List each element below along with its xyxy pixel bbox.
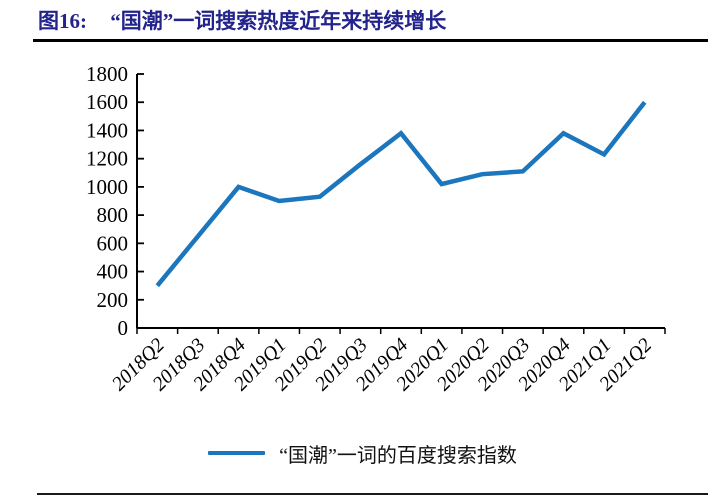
line-chart: 0200400600800100012001400160018002018Q22… (86, 62, 666, 395)
legend-line-swatch (208, 451, 266, 455)
y-axis-tick-label: 400 (97, 260, 129, 284)
y-axis-tick-label: 0 (118, 316, 129, 340)
y-axis-tick-label: 1400 (86, 118, 128, 142)
chart-legend: “国潮”一词的百度搜索指数 (0, 438, 725, 468)
y-axis-tick-label: 600 (97, 231, 129, 255)
legend-series-label: “国潮”一词的百度搜索指数 (279, 444, 517, 467)
bottom-divider (37, 493, 708, 495)
figure-number-label: 图16: (38, 9, 87, 33)
y-axis-tick-label: 1600 (86, 90, 128, 114)
y-axis-tick-label: 800 (97, 203, 129, 227)
y-axis-tick-label: 200 (97, 288, 129, 312)
figure-title-row: 图16: “国潮”一词搜索热度近年来持续增长 (38, 6, 446, 36)
series-line (155, 100, 647, 288)
figure-title: “国潮”一词搜索热度近年来持续增长 (110, 9, 447, 33)
y-axis-tick-label: 1800 (86, 62, 128, 86)
y-axis-tick-label: 1200 (86, 147, 128, 171)
title-underline (33, 39, 708, 42)
y-axis-tick-label: 1000 (86, 175, 128, 199)
